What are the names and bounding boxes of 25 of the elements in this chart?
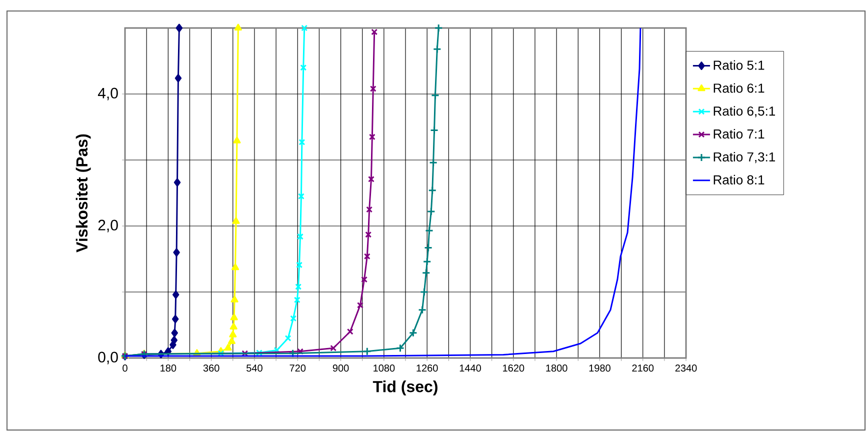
x-tick-label: 180 [160, 364, 176, 372]
legend-label: Ratio 6:1 [714, 83, 764, 93]
y-tick-label: 2,0 [98, 220, 118, 232]
x-tick-label: 1440 [460, 364, 481, 372]
x-tick-label: 1980 [589, 364, 610, 372]
legend-label: Ratio 5:1 [714, 60, 764, 70]
x-tick-label: 720 [290, 364, 306, 372]
legend-label: Ratio 7,3:1 [714, 152, 776, 164]
y-axis-title: Viskositet (Pas) [76, 134, 91, 252]
x-axis-title: Tid (sec) [372, 380, 438, 396]
x-tick-label: 1080 [374, 364, 395, 372]
x-tick-label: 900 [332, 364, 349, 372]
x-tick-label: 0 [122, 364, 128, 372]
y-tick-label: 0,0 [98, 352, 118, 364]
x-tick-label: 360 [203, 364, 220, 372]
legend-label: Ratio 6,5:1 [714, 106, 776, 118]
x-tick-label: 1620 [503, 364, 524, 372]
legend-label: Ratio 8:1 [714, 174, 764, 184]
x-tick-label: 1800 [546, 364, 568, 372]
x-tick-label: 1260 [416, 364, 438, 372]
legend-label: Ratio 7:1 [714, 129, 764, 139]
y-tick-label: 4,0 [98, 88, 118, 100]
x-tick-label: 2340 [675, 364, 697, 372]
x-tick-label: 540 [246, 364, 262, 372]
x-tick-label: 2160 [632, 364, 654, 372]
